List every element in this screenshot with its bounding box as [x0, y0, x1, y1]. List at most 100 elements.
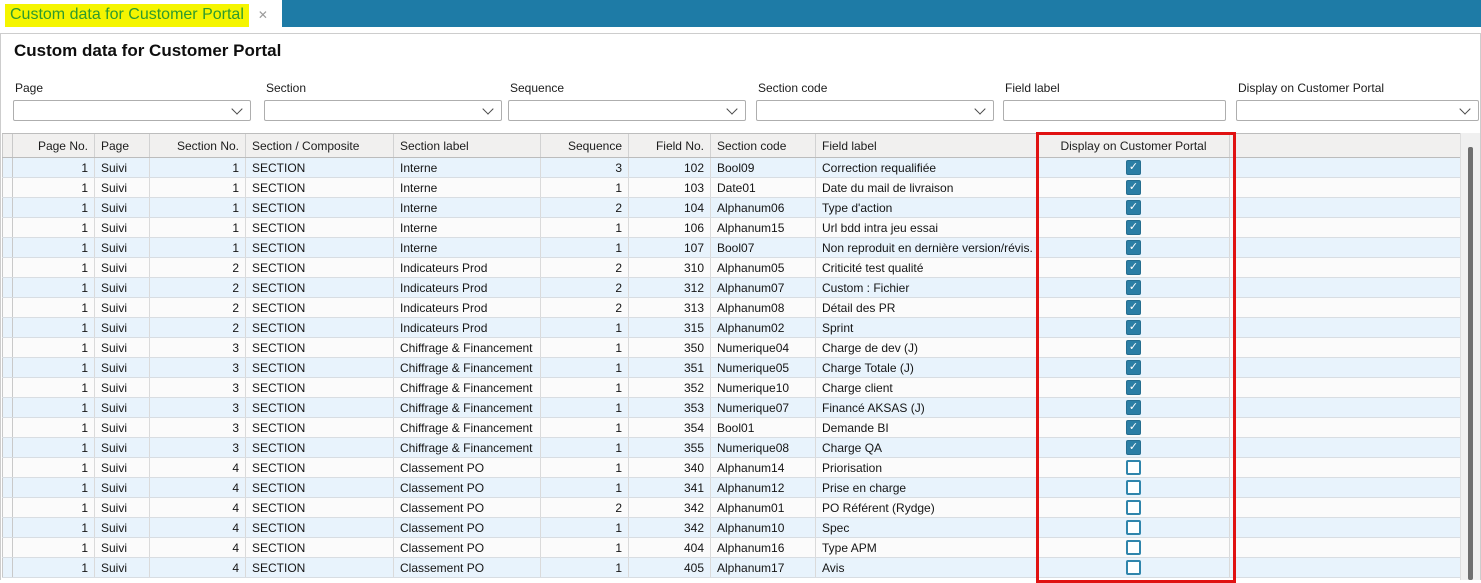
- cell-display: [1037, 257, 1230, 278]
- table-row[interactable]: 1 Suivi 4 SECTION Classement PO 1 342 Alphanum1…: [2, 517, 1463, 538]
- close-icon[interactable]: ✕: [257, 8, 268, 22]
- cell-display: [1037, 277, 1230, 298]
- checkbox-unchecked[interactable]: [1126, 560, 1141, 575]
- sequence-select[interactable]: [508, 100, 746, 121]
- table-row[interactable]: 1 Suivi 1 SECTION Interne 3 102 Bool09 Correctio…: [2, 157, 1463, 178]
- table-row[interactable]: 1 Suivi 1 SECTION Interne 1 107 Bool07 Non repro…: [2, 237, 1463, 258]
- checkbox-checked[interactable]: [1126, 160, 1141, 175]
- filter-page: Page: [13, 81, 251, 121]
- table-row[interactable]: 1 Suivi 2 SECTION Indicateurs Prod 2 310 Alphan…: [2, 257, 1463, 278]
- checkbox-checked[interactable]: [1126, 220, 1141, 235]
- cell-section-no: 3: [149, 357, 246, 378]
- checkbox-unchecked[interactable]: [1126, 520, 1141, 535]
- checkbox-checked[interactable]: [1126, 400, 1141, 415]
- display-on-customer-portal-select[interactable]: [1236, 100, 1479, 121]
- checkbox-checked[interactable]: [1126, 200, 1141, 215]
- column-header-display[interactable]: Display on Customer Portal: [1037, 134, 1230, 158]
- checkbox-unchecked[interactable]: [1126, 480, 1141, 495]
- cell-section-no: 2: [149, 297, 246, 318]
- cell-filler: [1229, 177, 1463, 198]
- cell-section-label: Classement PO: [393, 557, 541, 578]
- cell-section-code: Alphanum01: [710, 497, 816, 518]
- cell-page: Suivi: [94, 557, 150, 578]
- column-header-section-no[interactable]: Section No.: [149, 134, 246, 158]
- checkbox-checked[interactable]: [1126, 440, 1141, 455]
- chevron-down-icon: [974, 102, 986, 115]
- grid-table: Page No. Page Section No. Section / Composi…: [2, 134, 1463, 578]
- column-header-section-code[interactable]: Section code: [710, 134, 816, 158]
- cell-section-code: Bool07: [710, 237, 816, 258]
- page-select[interactable]: [13, 100, 251, 121]
- cell-page: Suivi: [94, 237, 150, 258]
- checkbox-checked[interactable]: [1126, 300, 1141, 315]
- table-row[interactable]: 1 Suivi 3 SECTION Chiffrage & Financement 1 35…: [2, 337, 1463, 358]
- table-row[interactable]: 1 Suivi 3 SECTION Chiffrage & Financement 1 35…: [2, 437, 1463, 458]
- column-header-field-label[interactable]: Field label: [815, 134, 1038, 158]
- cell-field-no: 103: [628, 177, 711, 198]
- table-row[interactable]: 1 Suivi 4 SECTION Classement PO 1 341 Alphanum1…: [2, 477, 1463, 498]
- cell-page: Suivi: [94, 457, 150, 478]
- field-label-input[interactable]: [1003, 100, 1226, 121]
- cell-section-code: Alphanum08: [710, 297, 816, 318]
- table-row[interactable]: 1 Suivi 1 SECTION Interne 1 103 Date01 Date du m…: [2, 177, 1463, 198]
- cell-sequence: 1: [540, 357, 629, 378]
- column-header-field-no[interactable]: Field No.: [628, 134, 711, 158]
- cell-page-no: 1: [12, 537, 95, 558]
- vertical-scrollbar[interactable]: [1460, 133, 1480, 580]
- cell-section-code: Alphanum16: [710, 537, 816, 558]
- table-row[interactable]: 1 Suivi 3 SECTION Chiffrage & Financement 1 35…: [2, 397, 1463, 418]
- cell-section-composite: SECTION: [245, 177, 394, 198]
- cell-sequence: 1: [540, 437, 629, 458]
- checkbox-checked[interactable]: [1126, 280, 1141, 295]
- cell-field-no: 355: [628, 437, 711, 458]
- table-row[interactable]: 1 Suivi 2 SECTION Indicateurs Prod 2 312 Alphan…: [2, 277, 1463, 298]
- cell-sequence: 2: [540, 197, 629, 218]
- tab-custom-data[interactable]: Custom data for Customer Portal ✕: [0, 0, 278, 30]
- column-header-section-label[interactable]: Section label: [393, 134, 541, 158]
- checkbox-unchecked[interactable]: [1126, 540, 1141, 555]
- checkbox-checked[interactable]: [1126, 240, 1141, 255]
- table-row[interactable]: 1 Suivi 3 SECTION Chiffrage & Financement 1 35…: [2, 357, 1463, 378]
- section-code-select[interactable]: [756, 100, 994, 121]
- cell-section-code: Numerique07: [710, 397, 816, 418]
- cell-filler: [1229, 357, 1463, 378]
- checkbox-checked[interactable]: [1126, 380, 1141, 395]
- checkbox-checked[interactable]: [1126, 260, 1141, 275]
- checkbox-unchecked[interactable]: [1126, 460, 1141, 475]
- cell-page-no: 1: [12, 357, 95, 378]
- cell-filler: [1229, 537, 1463, 558]
- checkbox-checked[interactable]: [1126, 360, 1141, 375]
- table-row[interactable]: 1 Suivi 4 SECTION Classement PO 2 342 Alphanum0…: [2, 497, 1463, 518]
- column-header-page[interactable]: Page: [94, 134, 150, 158]
- scrollbar-thumb[interactable]: [1468, 147, 1473, 580]
- cell-field-no: 107: [628, 237, 711, 258]
- table-row[interactable]: 1 Suivi 4 SECTION Classement PO 1 404 Alphanum1…: [2, 537, 1463, 558]
- checkbox-checked[interactable]: [1126, 180, 1141, 195]
- table-row[interactable]: 1 Suivi 3 SECTION Chiffrage & Financement 1 35…: [2, 377, 1463, 398]
- page-title: Custom data for Customer Portal: [14, 41, 282, 60]
- cell-filler: [1229, 477, 1463, 498]
- table-row[interactable]: 1 Suivi 4 SECTION Classement PO 1 340 Alphanum1…: [2, 457, 1463, 478]
- cell-sequence: 1: [540, 557, 629, 578]
- column-header-row-indicator: [2, 134, 13, 158]
- filter-field-label: Field label: [1003, 81, 1226, 121]
- table-row[interactable]: 1 Suivi 3 SECTION Chiffrage & Financement 1 35…: [2, 417, 1463, 438]
- checkbox-unchecked[interactable]: [1126, 500, 1141, 515]
- column-header-sequence[interactable]: Sequence: [540, 134, 629, 158]
- tab-bar: Custom data for Customer Portal ✕: [0, 0, 1481, 33]
- table-row[interactable]: 1 Suivi 1 SECTION Interne 1 106 Alphanum15 Url b…: [2, 217, 1463, 238]
- checkbox-checked[interactable]: [1126, 340, 1141, 355]
- cell-section-code: Alphanum10: [710, 517, 816, 538]
- cell-sequence: 1: [540, 477, 629, 498]
- cell-section-label: Interne: [393, 237, 541, 258]
- column-header-section-composite[interactable]: Section / Composite: [245, 134, 394, 158]
- table-row[interactable]: 1 Suivi 4 SECTION Classement PO 1 405 Alphanum1…: [2, 557, 1463, 578]
- table-row[interactable]: 1 Suivi 2 SECTION Indicateurs Prod 1 315 Alphan…: [2, 317, 1463, 338]
- column-header-page-no[interactable]: Page No.: [12, 134, 95, 158]
- cell-display: [1037, 397, 1230, 418]
- section-select[interactable]: [264, 100, 502, 121]
- checkbox-checked[interactable]: [1126, 320, 1141, 335]
- table-row[interactable]: 1 Suivi 2 SECTION Indicateurs Prod 2 313 Alphan…: [2, 297, 1463, 318]
- checkbox-checked[interactable]: [1126, 420, 1141, 435]
- table-row[interactable]: 1 Suivi 1 SECTION Interne 2 104 Alphanum06 Type …: [2, 197, 1463, 218]
